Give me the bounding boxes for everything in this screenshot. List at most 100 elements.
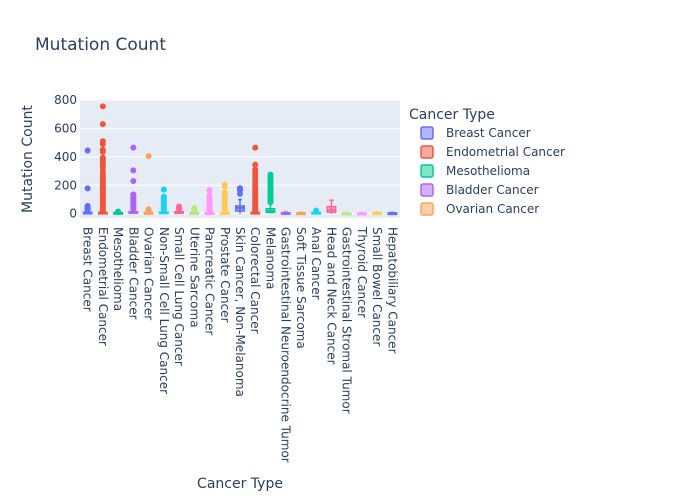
box-uterine-sarcoma [189,205,200,215]
outlier-point [99,141,106,148]
x-tick-label: Hepatobiliary Cancer [385,227,399,354]
x-tick-label: Uterine Sarcoma [187,227,201,328]
x-tick-label: Skin Cancer, Non-Melanoma [233,227,247,397]
box-pancreatic-cancer [204,187,215,215]
y-axis-ticks: 0 200 400 600 800 [54,93,77,221]
x-tick-label: Gastrointestinal Stromal Tumor [340,227,354,414]
outlier-point [176,206,183,213]
box-skin-cancer-non-melanoma [235,185,245,214]
outlier-point [130,144,137,151]
box-soft-tissue-sarcoma [296,211,306,216]
outlier-point [313,207,320,214]
x-tick-label: Melanoma [263,227,277,289]
legend-item: Mesothelioma [420,164,530,178]
x-tick-label: Head and Neck Cancer [324,227,338,365]
legend-title: Cancer Type [409,107,495,123]
outlier-point [99,148,106,155]
y-tick-label: 400 [54,150,77,164]
outlier-point [84,185,91,192]
box-ovarian-cancer [143,153,154,215]
box-gastrointestinal-stromal-tumor [341,211,352,216]
legend-label: Ovarian Cancer [446,202,539,216]
x-tick-label: Pancreatic Cancer [203,227,217,335]
outlier-point [206,208,213,215]
x-tick-label: Breast Cancer [81,227,95,312]
y-tick-label: 600 [54,121,77,135]
legend-item: Endometrial Cancer [420,145,565,159]
outlier-point [252,207,259,214]
box-mesothelioma [113,208,124,215]
box-head-and-neck-cancer [326,199,337,214]
legend-item: Breast Cancer [420,126,531,140]
outlier-point [206,187,213,194]
x-tick-label: Soft Tissue Sarcoma [294,227,308,349]
chart-marks [82,103,398,216]
x-tick-label: Non-Small Cell Lung Cancer [157,227,171,394]
outlier-point [267,199,274,206]
box-thyroid-cancer [356,211,367,216]
box-non-small-cell-lung-cancer [158,186,169,215]
outlier-point [130,205,137,212]
legend-item: Ovarian Cancer [420,202,539,216]
outlier-point [130,167,137,174]
box-colorectal-cancer [250,144,261,215]
y-axis-title: Mutation Count [20,105,36,213]
y-tick-label: 0 [69,207,77,221]
outlier-point [99,121,106,128]
outlier-point [160,206,167,213]
x-tick-label: Endometrial Cancer [96,227,110,346]
x-axis-ticks: Breast Cancer Endometrial Cancer Mesotheli… [81,226,400,463]
y-tick-label: 200 [54,178,77,192]
legend-swatch [420,126,434,140]
box-breast-cancer [82,147,93,215]
x-tick-label: Gastrointestinal Neuroendocrine Tumor [279,227,293,463]
box-small-bowel-cancer [372,211,383,215]
outlier-point [130,178,137,185]
legend: Cancer Type Breast Cancer Endometrial Can… [409,107,565,216]
box-anal-cancer [311,207,322,215]
x-tick-label: Mesothelioma [111,227,125,311]
outlier-point [221,183,228,190]
box-bladder-cancer [128,144,139,214]
outlier-point [99,207,106,214]
outlier-point [145,153,152,160]
x-tick-label: Colorectal Cancer [248,227,262,334]
box-melanoma [265,171,276,214]
legend-label: Mesothelioma [446,164,530,178]
x-tick-label: Small Cell Lung Cancer [172,227,186,366]
x-tick-label: Small Bowel Cancer [370,227,384,346]
box-prostate-cancer [219,181,230,215]
x-tick-label: Thyroid Cancer [355,226,369,318]
legend-label: Breast Cancer [446,126,531,140]
legend-label: Endometrial Cancer [446,145,565,159]
legend-swatch [420,145,434,159]
legend-label: Bladder Cancer [446,183,539,197]
box-small-cell-lung-cancer [174,203,184,214]
outlier-point [252,144,259,151]
y-tick-label: 800 [54,93,77,107]
x-axis-title: Cancer Type [197,476,283,492]
outlier-point [160,186,167,193]
legend-swatch [420,164,434,178]
x-tick-label: Bladder Cancer [126,227,140,320]
outlier-point [145,207,152,214]
outlier-point [252,161,259,168]
box-endometrial-cancer [97,103,108,215]
outlier-point [115,208,122,215]
x-tick-label: Ovarian Cancer [142,227,156,320]
outlier-point [84,207,91,214]
box-gastrointestinal-neuroendocrine-tumor [280,211,291,215]
outlier-point [191,207,198,214]
legend-swatch [420,202,434,216]
outlier-point [221,207,228,214]
chart-title: Mutation Count [35,35,166,55]
x-tick-label: Anal Cancer [309,227,323,300]
legend-item: Bladder Cancer [420,183,539,197]
outlier-point [237,190,243,197]
legend-swatch [420,183,434,197]
outlier-point [99,103,106,110]
box-hepatobiliary-cancer [387,211,398,216]
outlier-point [84,147,91,154]
